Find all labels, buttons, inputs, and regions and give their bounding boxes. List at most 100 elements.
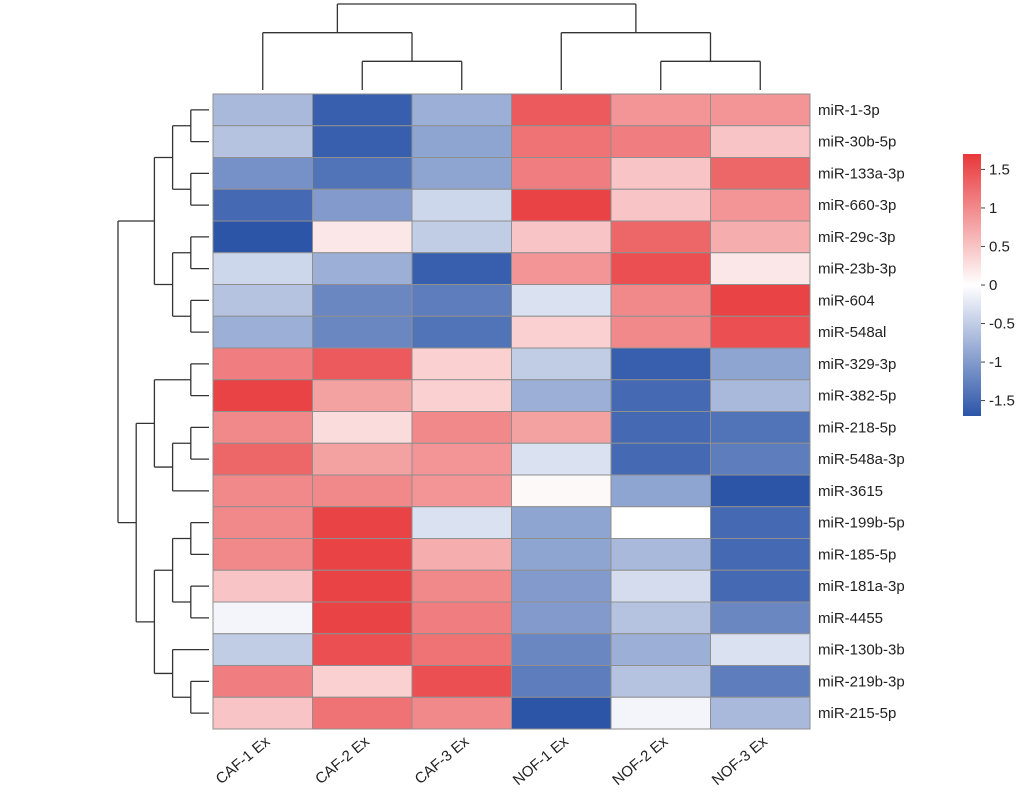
heatmap-cell (312, 633, 413, 666)
heatmap-cell (312, 315, 413, 349)
heatmap-cell (212, 569, 313, 603)
row-labels: miR-1-3p miR-30b-5p miR-133a-3p miR-660-3p m… (818, 102, 905, 722)
heatmap-cell (212, 538, 313, 571)
heatmap-cell (511, 601, 612, 635)
heatmap-cell (710, 188, 811, 222)
heatmap-cell (312, 696, 413, 730)
heatmap-cell (411, 252, 512, 285)
heatmap-cell (710, 157, 811, 190)
row-dendrogram (117, 109, 209, 714)
heatmap-cell (212, 252, 313, 285)
heatmap-cell (411, 633, 512, 666)
column-label: CAF-2 Ex (312, 733, 373, 788)
heatmap-cell (312, 474, 413, 508)
heatmap-cell (610, 157, 711, 190)
row-label: miR-382-5p (818, 388, 896, 405)
heatmap-cell (312, 284, 413, 317)
colorbar-tick-label: -0.5 (989, 316, 1015, 333)
heatmap-cell (511, 474, 612, 508)
heatmap-cell (411, 569, 512, 603)
heatmap-cell (511, 93, 612, 127)
heatmap-cell (511, 284, 612, 317)
heatmap-cell (610, 411, 711, 444)
heatmap-cell (411, 157, 512, 190)
heatmap-cell (610, 569, 711, 603)
heatmap-cell (212, 442, 313, 476)
heatmap-cell (610, 315, 711, 349)
heatmap-cell (411, 220, 512, 254)
heatmap-cell (411, 315, 512, 349)
heatmap-cell (212, 506, 313, 539)
heatmap-cell (710, 125, 811, 158)
heatmap-cell (411, 665, 512, 698)
heatmap-cell (411, 601, 512, 635)
heatmap-cell (511, 633, 612, 666)
heatmap-cell (411, 379, 512, 412)
heatmap-cell (312, 157, 413, 190)
colorbar-tick-label: 1 (989, 200, 997, 217)
heatmap-cell (511, 506, 612, 539)
heatmap-cell (312, 442, 413, 476)
heatmap-cell (312, 252, 413, 285)
heatmap-cell (312, 665, 413, 698)
column-label: CAF-3 Ex (412, 733, 473, 788)
heatmap-cells (212, 93, 811, 730)
column-labels: CAF-1 Ex CAF-2 Ex CAF-3 Ex NOF-1 Ex NOF-2 Ex… (213, 733, 772, 789)
heatmap-cell (312, 125, 413, 158)
heatmap-cell (610, 284, 711, 317)
row-label: miR-548a-3p (818, 451, 905, 468)
heatmap-cell (411, 347, 512, 381)
colorbar-tick-label: -1 (989, 354, 1002, 371)
heatmap-cell (610, 347, 711, 381)
heatmap-cell (710, 220, 811, 254)
heatmap-cell (511, 379, 612, 412)
heatmap-cell (511, 220, 612, 254)
heatmap-cell (610, 125, 711, 158)
heatmap-cell (312, 411, 413, 444)
row-label: miR-604 (818, 292, 875, 309)
heatmap-cell (710, 93, 811, 127)
heatmap-cell (610, 633, 711, 666)
heatmap-cell (411, 284, 512, 317)
heatmap-cell (610, 601, 711, 635)
heatmap-cell (312, 93, 413, 127)
heatmap-cell (511, 696, 612, 730)
row-label: miR-218-5p (818, 419, 896, 436)
heatmap-cell (710, 601, 811, 635)
heatmap-cell (212, 696, 313, 730)
row-label: miR-23b-3p (818, 261, 896, 278)
heatmap-cell (212, 379, 313, 412)
heatmap-cell (411, 506, 512, 539)
heatmap-cell (411, 538, 512, 571)
colorbar-tick-label: 0.5 (989, 238, 1010, 255)
column-label: CAF-1 Ex (213, 733, 274, 788)
heatmap-cell (710, 474, 811, 508)
heatmap-cell (710, 506, 811, 539)
heatmap-cell (710, 284, 811, 317)
heatmap-cell (610, 220, 711, 254)
row-label: miR-199b-5p (818, 515, 905, 532)
heatmap-cell (710, 665, 811, 698)
row-label: miR-181a-3p (818, 578, 905, 595)
heatmap-cell (312, 220, 413, 254)
heatmap-cell (411, 93, 512, 127)
column-dendrogram (262, 3, 761, 90)
row-label: miR-3615 (818, 483, 883, 500)
heatmap-cell (610, 252, 711, 285)
heatmap-cell (710, 252, 811, 285)
heatmap-cell (212, 633, 313, 666)
heatmap-cell (710, 696, 811, 730)
heatmap-cell (212, 220, 313, 254)
colorbar-legend: 1.5 1 0.5 0 -0.5 -1 -1.5 (963, 154, 1015, 416)
heatmap-cell (511, 569, 612, 603)
heatmap-cell (511, 252, 612, 285)
heatmap-cell (312, 569, 413, 603)
heatmap-cell (212, 347, 313, 381)
heatmap-cell (212, 315, 313, 349)
heatmap-cell (610, 665, 711, 698)
heatmap-cell (710, 315, 811, 349)
row-label: miR-215-5p (818, 705, 896, 722)
heatmap-cell (710, 411, 811, 444)
row-label: miR-130b-3b (818, 642, 905, 659)
